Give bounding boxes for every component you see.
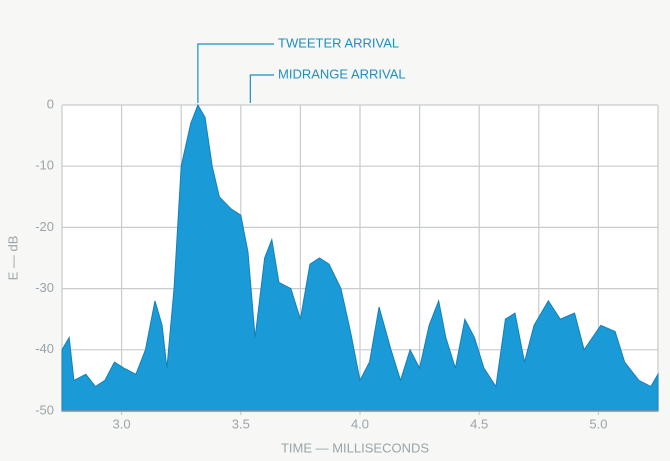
annotation: TWEETER ARRIVAL xyxy=(278,35,399,50)
area xyxy=(61,103,659,412)
leader-line xyxy=(197,43,274,103)
x-tick-label: 3.0 xyxy=(113,416,131,431)
y-axis-label: E — dB xyxy=(5,236,20,281)
y-tick-label: -30 xyxy=(35,280,54,295)
leader-line xyxy=(249,74,274,103)
y-tick-label: -40 xyxy=(35,341,54,356)
x-tick-label: 3.5 xyxy=(232,416,250,431)
annotation: MIDRANGE ARRIVAL xyxy=(278,66,406,81)
y-tick-label: -10 xyxy=(35,158,54,173)
y-tick-label: -20 xyxy=(35,219,54,234)
x-axis-label: TIME — MILLISECONDS xyxy=(281,440,429,455)
x-tick-label: 5.0 xyxy=(589,416,607,431)
x-tick-label: 4.5 xyxy=(470,416,488,431)
y-tick-label: -50 xyxy=(35,402,54,417)
x-tick-label: 4.0 xyxy=(351,416,369,431)
y-tick-label: 0 xyxy=(47,96,54,111)
